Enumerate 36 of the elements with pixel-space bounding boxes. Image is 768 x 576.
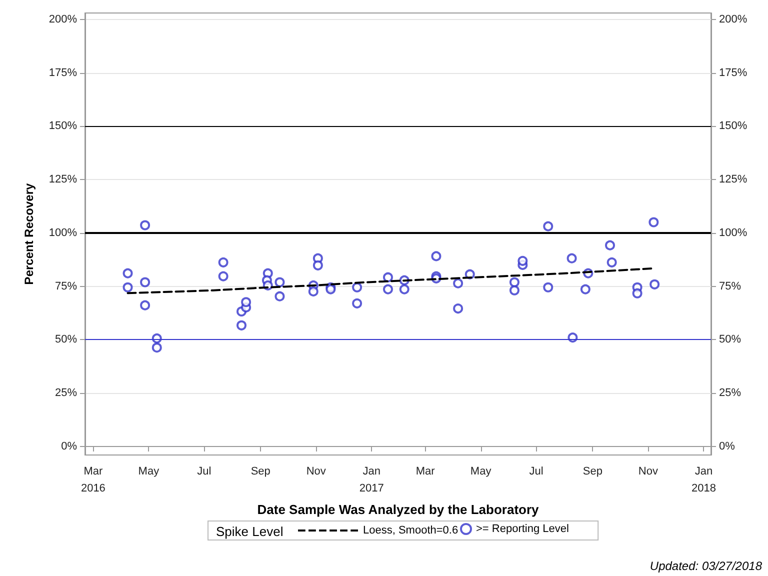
y2-tick-label: 25% — [719, 387, 742, 400]
x-tick-label: Jan 2017 — [359, 466, 384, 494]
y-tick-label: 25% — [54, 387, 78, 400]
y-tick-label: 50% — [54, 334, 78, 346]
y-tick-label: 0% — [61, 440, 78, 452]
x-tick-label: Jul — [197, 466, 212, 478]
y-tick-label: 100% — [48, 226, 78, 239]
x-tick-label: Nov — [306, 466, 326, 478]
x-tick-label: Mar 2016 — [80, 466, 106, 494]
legend-label: >= Reporting Level — [476, 523, 569, 535]
legend-title: Spike Level — [216, 524, 284, 539]
legend-label: Loess, Smooth=0.6 — [363, 524, 458, 536]
y2-tick-label: 150% — [719, 120, 748, 132]
text: Updated: 03/27/2018 — [650, 559, 762, 573]
x-tick-label: Sep — [250, 466, 270, 478]
y2-tick-label: 175% — [719, 66, 748, 79]
x-axis-title: Date Sample Was Analyzed by the Laboratory — [257, 502, 540, 517]
y2-tick-label: 200% — [719, 13, 748, 26]
y-tick-label: 125% — [48, 174, 78, 186]
y-tick-label: 150% — [48, 120, 78, 132]
y-axis-title: Percent Recovery — [22, 182, 36, 285]
y2-tick-label: 75% — [719, 280, 742, 292]
y-tick-label: 200% — [48, 13, 78, 26]
x-tick-label: Jul — [529, 466, 544, 478]
y2-tick-label: 50% — [719, 334, 742, 346]
y-tick-label: 175% — [48, 66, 78, 79]
y-tick-label: 75% — [54, 280, 78, 292]
y2-tick-label: 125% — [719, 174, 748, 186]
x-tick-label: Sep — [582, 466, 603, 478]
x-tick-label: May — [138, 466, 160, 478]
y2-tick-label: 0% — [719, 440, 736, 452]
x-tick-label: Jan 2018 — [691, 466, 716, 494]
x-tick-label: Mar — [416, 466, 436, 478]
x-tick-label: May — [470, 466, 492, 478]
x-tick-label: Nov — [638, 466, 658, 478]
y2-tick-label: 100% — [719, 226, 748, 239]
